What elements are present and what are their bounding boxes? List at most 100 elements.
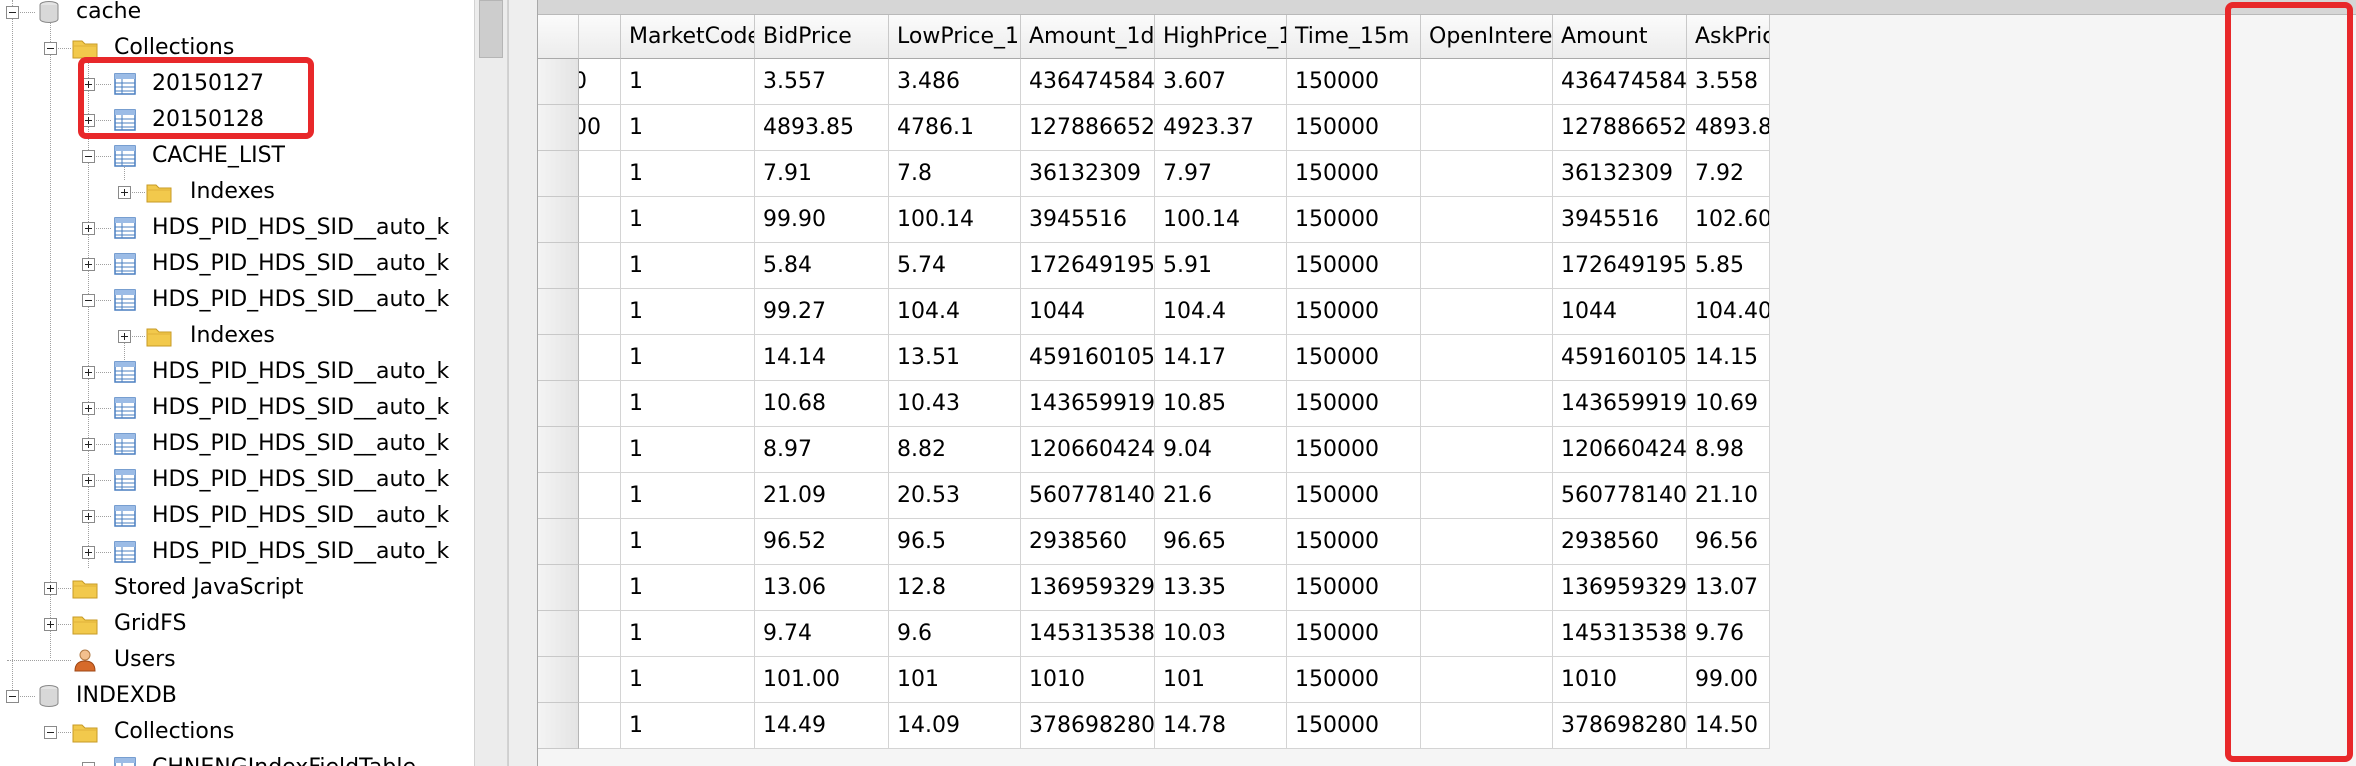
table-cell[interactable] [579,519,621,565]
table-cell[interactable]: 172649195 [1021,243,1155,289]
table-cell[interactable]: 13.07 [1687,565,1770,611]
table-cell[interactable]: 102.60 [1687,197,1770,243]
table-cell[interactable]: 3.557 [755,59,889,105]
table-cell[interactable]: 2938560 [1021,519,1155,565]
expand-icon[interactable] [118,186,131,199]
table-cell[interactable]: 150000 [1287,59,1421,105]
table-cell[interactable]: 101 [1155,657,1287,703]
table-cell[interactable]: 21.10 [1687,473,1770,519]
pane-splitter[interactable] [508,0,538,766]
table-cell[interactable] [579,427,621,473]
table-cell[interactable] [1421,427,1553,473]
table-cell[interactable]: 4893.85 [1687,105,1770,151]
table-cell[interactable]: 5.74 [889,243,1021,289]
tree-node[interactable]: HDS_PID_HDS_SID__auto_k [0,534,474,570]
table-cell[interactable]: 1 [621,289,755,335]
tree-node[interactable]: HDS_PID_HDS_SID__auto_k [0,210,474,246]
table-cell[interactable]: 3.486 [889,59,1021,105]
table-cell[interactable] [1421,473,1553,519]
table-cell[interactable]: 4923.37 [1155,105,1287,151]
table-cell[interactable]: 14.15 [1687,335,1770,381]
row-header[interactable] [538,565,579,611]
table-cell[interactable]: 4364745840 [1553,59,1687,105]
table-cell[interactable]: 1 [621,427,755,473]
table-cell[interactable]: 145313538 [1021,611,1155,657]
table-cell[interactable]: 21.6 [1155,473,1287,519]
table-cell[interactable]: 1 [621,611,755,657]
tree-node[interactable]: Indexes [0,174,474,210]
row-header[interactable] [538,243,579,289]
table-cell[interactable]: 4364745840 [1021,59,1155,105]
tree-node[interactable]: cache [0,0,474,30]
table-cell[interactable]: 1 [621,151,755,197]
table-cell[interactable]: 104.4 [889,289,1021,335]
table-cell[interactable] [579,197,621,243]
column-header[interactable]: OpenInterest [1421,15,1553,59]
table-cell[interactable] [1421,611,1553,657]
table-cell[interactable]: 1 [621,519,755,565]
table-cell[interactable]: 14.09 [889,703,1021,749]
table-cell[interactable]: 10.03 [1155,611,1287,657]
row-header[interactable] [538,105,579,151]
table-cell[interactable] [1421,565,1553,611]
table-cell[interactable]: 5607781408 [1021,473,1155,519]
table-cell[interactable] [579,381,621,427]
table-cell[interactable] [579,243,621,289]
table-cell[interactable]: 145313538 [1553,611,1687,657]
table-cell[interactable] [1421,59,1553,105]
collapse-icon[interactable] [82,150,95,163]
tree-node[interactable]: HDS_PID_HDS_SID__auto_k [0,282,474,318]
table-cell[interactable]: 100.14 [889,197,1021,243]
table-cell[interactable]: 101.00 [755,657,889,703]
tree-node[interactable]: INDEXDB [0,678,474,714]
table-cell[interactable]: 150000 [1287,703,1421,749]
table-cell[interactable]: 143659919 [1553,381,1687,427]
expand-icon[interactable] [118,330,131,343]
table-cell[interactable] [1421,151,1553,197]
collapse-icon[interactable] [44,726,57,739]
expand-icon[interactable] [82,402,95,415]
table-cell[interactable]: 150000 [1287,381,1421,427]
table-cell[interactable]: 150000 [1287,151,1421,197]
table-cell[interactable]: 1 [621,197,755,243]
table-cell[interactable]: 7.92 [1687,151,1770,197]
table-cell[interactable]: 4893.85 [755,105,889,151]
table-cell[interactable] [1421,519,1553,565]
table-cell[interactable]: 1 [621,381,755,427]
table-cell[interactable]: 150000 [1287,427,1421,473]
tree-node[interactable]: Collections [0,30,474,66]
table-cell[interactable]: 36132309 [1553,151,1687,197]
tree-node[interactable]: 20150128 [0,102,474,138]
row-header[interactable] [538,427,579,473]
table-cell[interactable]: 3786982800 [1553,703,1687,749]
table-cell[interactable]: 96.65 [1155,519,1287,565]
table-cell[interactable]: 104.40 [1687,289,1770,335]
table-cell[interactable]: 120660424 [1021,427,1155,473]
table-cell[interactable]: 5.91 [1155,243,1287,289]
row-header[interactable] [538,519,579,565]
column-header[interactable]: BidPrice [755,15,889,59]
table-cell[interactable]: 459160105 [1553,335,1687,381]
table-cell[interactable]: 2938560 [1553,519,1687,565]
table-cell[interactable] [579,473,621,519]
table-cell[interactable]: 13.51 [889,335,1021,381]
table-cell[interactable]: 8.97 [755,427,889,473]
table-cell[interactable]: 150000 [1287,611,1421,657]
tree-node[interactable]: 20150127 [0,66,474,102]
table-cell[interactable]: 1 [621,105,755,151]
tree-node[interactable]: CACHE_LIST [0,138,474,174]
table-cell[interactable]: 7.8 [889,151,1021,197]
collapse-icon[interactable] [44,42,57,55]
tree-scrollbar[interactable] [474,0,508,766]
table-cell[interactable]: 7.91 [755,151,889,197]
table-cell[interactable] [1421,243,1553,289]
table-cell[interactable] [579,335,621,381]
table-cell[interactable]: 150000 [1287,473,1421,519]
table-cell[interactable]: 120660424 [1553,427,1687,473]
table-cell[interactable]: 99.90 [755,197,889,243]
table-cell[interactable] [1421,197,1553,243]
table-cell[interactable]: 150000 [1287,197,1421,243]
table-cell[interactable]: 10.85 [1155,381,1287,427]
table-cell[interactable]: 150000 [1287,105,1421,151]
table-cell[interactable]: 100.14 [1155,197,1287,243]
